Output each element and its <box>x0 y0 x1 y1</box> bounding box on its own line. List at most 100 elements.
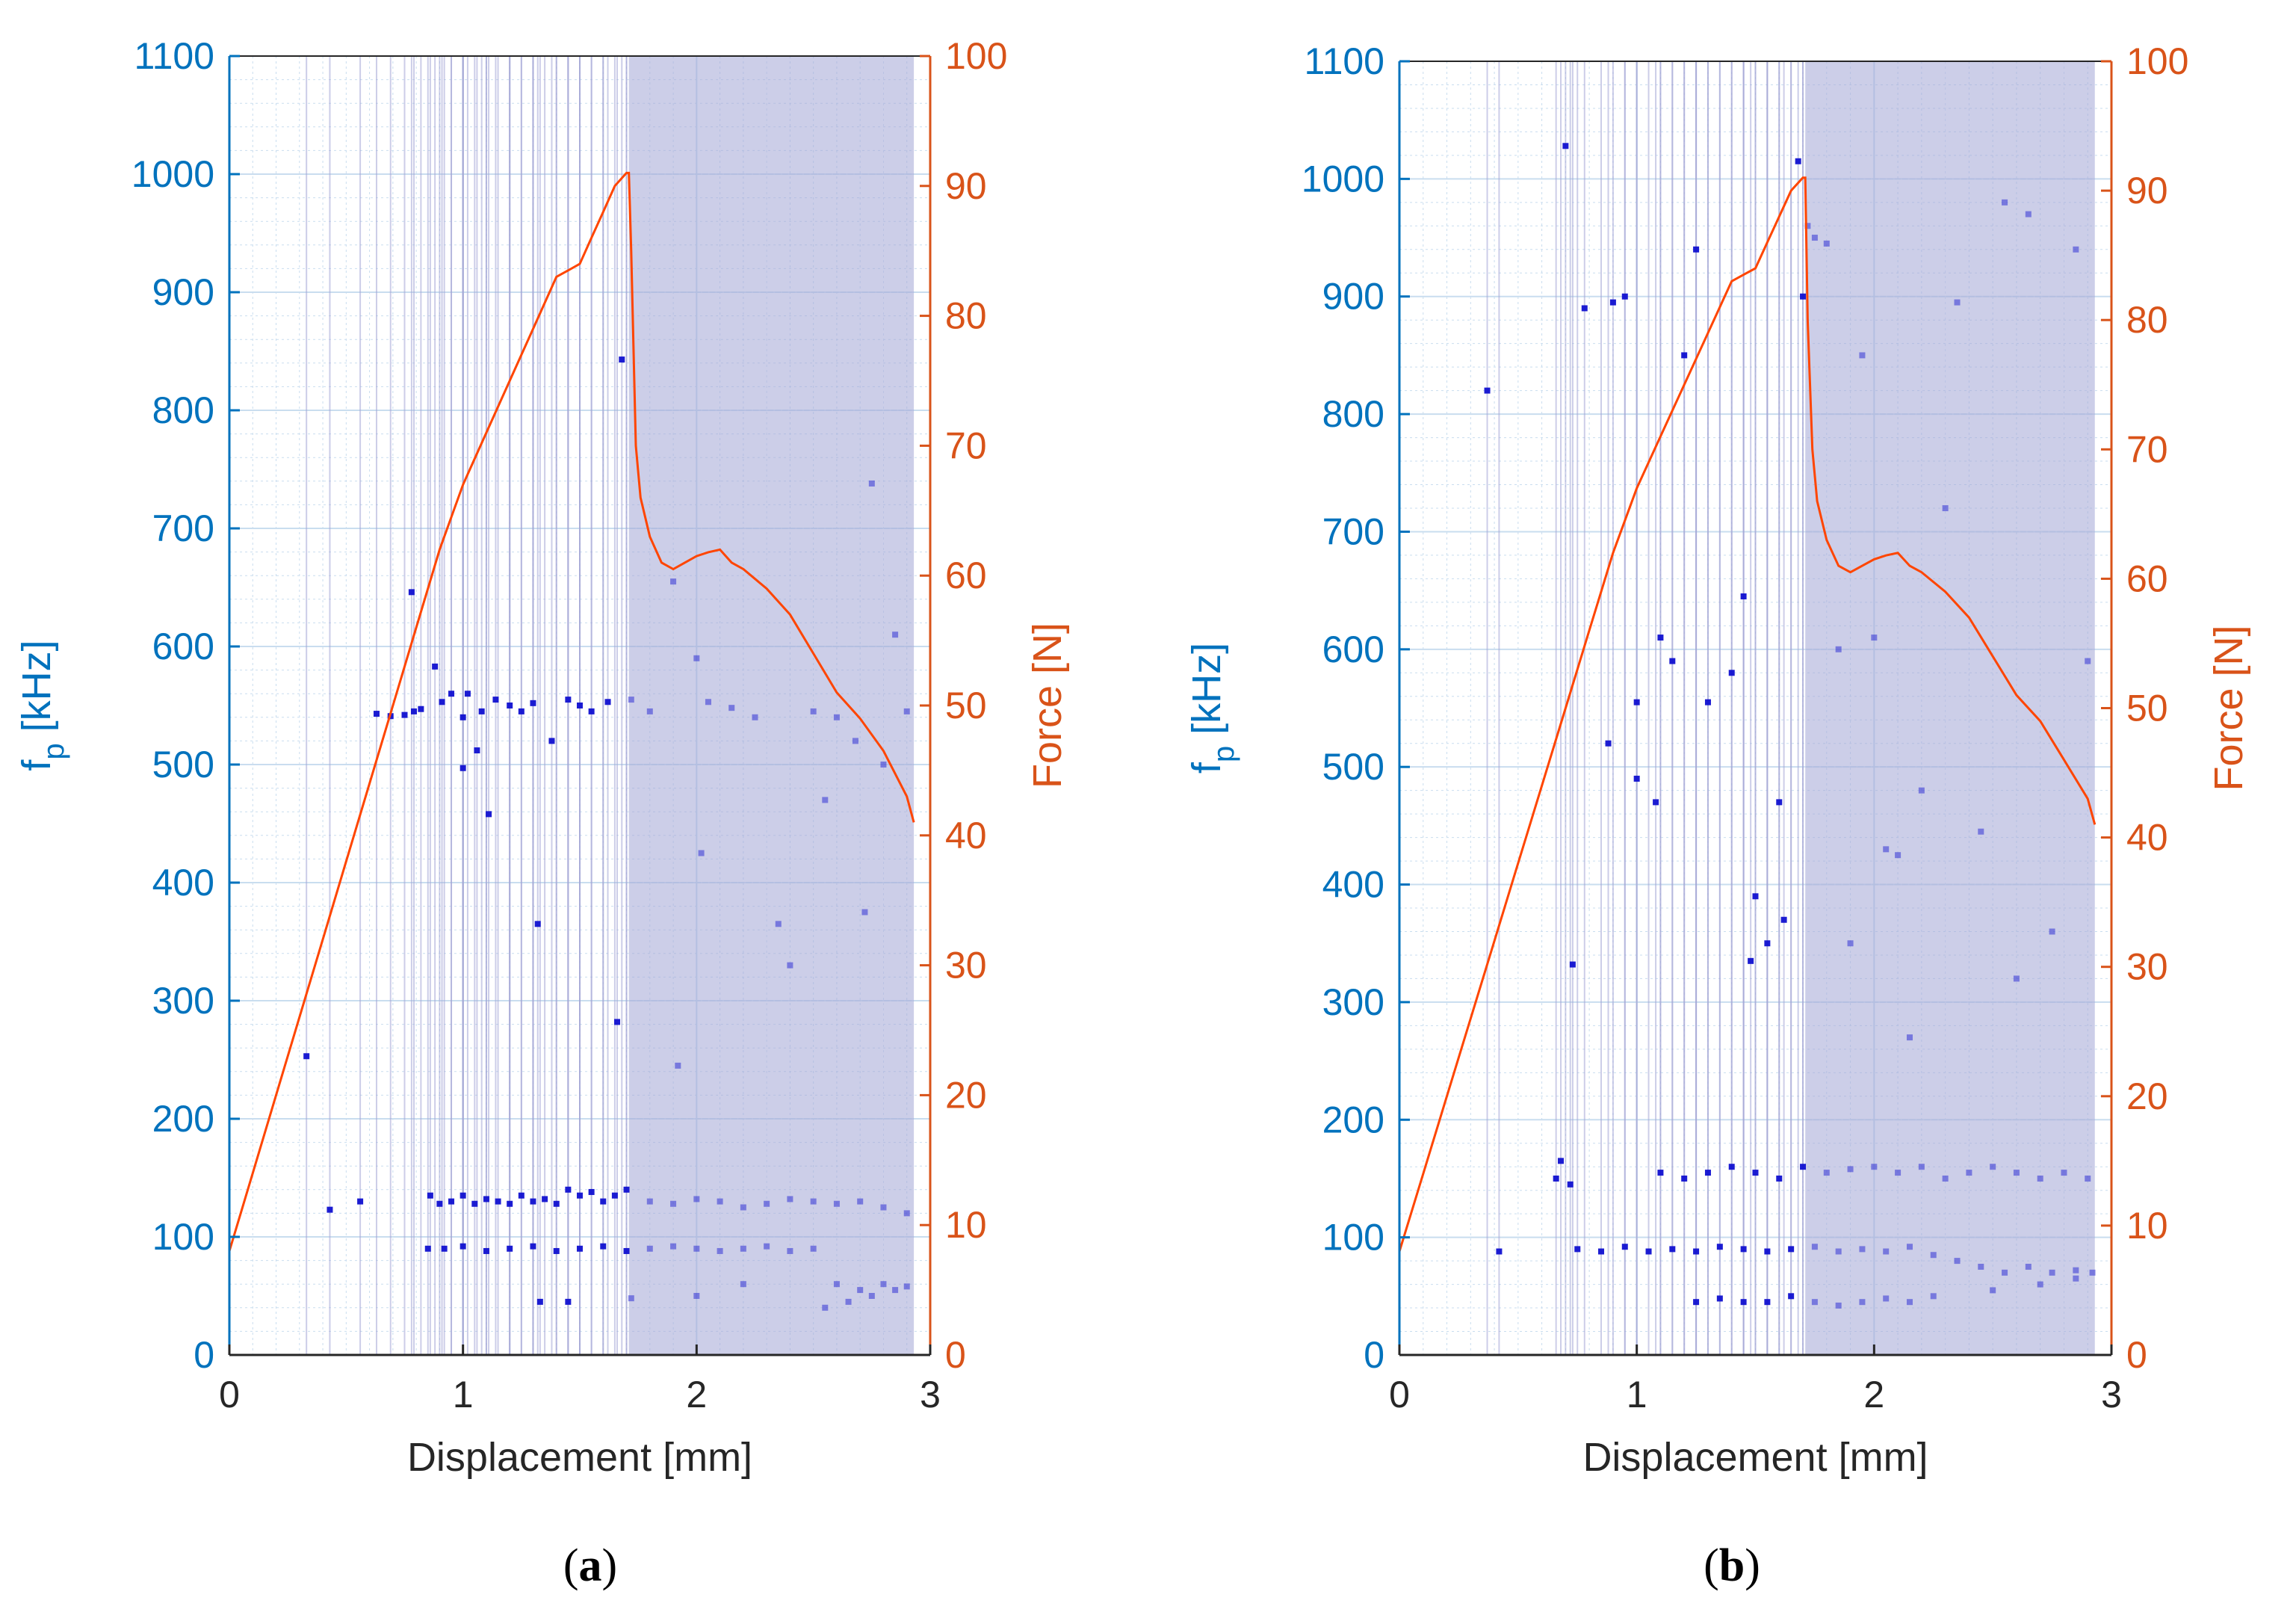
left-tick-label: 100 <box>152 1216 214 1258</box>
fp-point <box>1835 1302 1842 1309</box>
fp-point <box>623 1186 630 1193</box>
fp-point <box>2013 1170 2020 1176</box>
fp-point <box>1823 240 1830 247</box>
fp-point <box>1633 699 1640 706</box>
fp-point <box>1835 1248 1842 1255</box>
right-tick-label: 0 <box>945 1334 966 1376</box>
fp-point <box>600 1243 607 1250</box>
right-tick-label: 40 <box>945 815 987 856</box>
panel-label: (b) <box>1704 1540 1760 1591</box>
fp-point <box>2025 211 2032 217</box>
fp-point <box>628 1295 634 1302</box>
fp-point <box>553 1200 560 1207</box>
fp-point <box>408 589 415 596</box>
x-tick-label: 1 <box>453 1374 474 1415</box>
fp-point <box>604 699 611 706</box>
fp-point <box>1918 787 1925 794</box>
fp-point <box>2025 1263 2032 1270</box>
fp-point <box>536 1298 543 1305</box>
fp-point <box>1788 1293 1795 1300</box>
fp-point <box>2049 928 2055 935</box>
fp-point <box>1598 1248 1605 1255</box>
fp-point <box>534 921 541 927</box>
fp-point <box>752 714 758 720</box>
panel-label-open: ( <box>1704 1540 1719 1591</box>
fp-point <box>2049 1269 2055 1276</box>
fp-point <box>565 697 572 703</box>
right-tick-label: 50 <box>945 685 987 726</box>
fp-point <box>1496 1248 1503 1255</box>
fp-point <box>833 1281 840 1288</box>
fp-point <box>623 1247 630 1254</box>
fp-point <box>646 1198 653 1205</box>
fp-point <box>507 703 513 708</box>
fp-point <box>1859 1299 1866 1306</box>
fp-point <box>1978 1263 1984 1270</box>
left-tick-label: 800 <box>1322 393 1384 435</box>
x-tick-label: 3 <box>920 1374 941 1415</box>
fp-point <box>1752 1170 1759 1176</box>
fp-scatter <box>1484 143 2096 1309</box>
left-tick-label: 700 <box>152 507 214 549</box>
right-tick-label: 90 <box>2126 170 2168 212</box>
panel-label-letter: b <box>1719 1540 1745 1591</box>
fp-point <box>2073 246 2079 253</box>
fp-point <box>1740 1299 1747 1306</box>
fp-point <box>717 1247 723 1254</box>
left-axis-label-unit: [kHz] <box>14 640 59 743</box>
fp-point <box>1990 1287 1996 1294</box>
fp-point <box>518 708 525 714</box>
left-tick-label: 1000 <box>1302 158 1384 200</box>
x-axis-label: Displacement [mm] <box>1582 1435 1928 1480</box>
left-axis-label: fp [kHz] <box>14 640 70 771</box>
left-tick-label: 0 <box>1364 1334 1384 1376</box>
fp-point <box>565 1298 572 1305</box>
fp-point <box>1978 828 1984 835</box>
fp-point <box>542 1196 548 1202</box>
fp-point <box>857 1287 864 1294</box>
fp-point <box>670 1243 677 1250</box>
fp-point <box>1740 593 1747 600</box>
fp-point <box>448 1198 455 1205</box>
panel-label: (a) <box>563 1540 617 1591</box>
fp-point <box>1669 1246 1676 1253</box>
left-tick-label: 1100 <box>134 35 214 77</box>
fp-point <box>1569 961 1576 968</box>
fp-point <box>1716 1295 1723 1302</box>
force-line <box>228 171 915 1252</box>
fp-point <box>1788 1246 1795 1253</box>
fp-point <box>478 708 485 714</box>
fp-point <box>1811 235 1818 241</box>
fp-point <box>1728 1164 1735 1170</box>
fp-point <box>436 1200 443 1207</box>
fp-point <box>1633 775 1640 782</box>
right-tick-label: 100 <box>945 35 1007 77</box>
fp-point <box>892 1287 899 1294</box>
fp-point <box>1906 1244 1913 1250</box>
fp-point <box>427 1192 433 1199</box>
dense-event-band <box>1805 61 2095 1355</box>
fp-point <box>868 480 875 487</box>
fp-point <box>880 762 887 768</box>
fp-point <box>903 1283 910 1290</box>
fp-point <box>670 1200 677 1207</box>
fp-point <box>880 1281 887 1288</box>
fp-point <box>861 909 868 916</box>
fp-point <box>868 1293 875 1299</box>
fp-point <box>474 747 480 754</box>
fp-point <box>2013 975 2020 982</box>
fp-point <box>1657 635 1664 641</box>
fp-point <box>764 1243 770 1250</box>
fp-point <box>1764 940 1771 947</box>
fp-point <box>1966 1170 1972 1176</box>
fp-point <box>486 811 492 818</box>
fp-point <box>1693 1299 1700 1306</box>
fp-point <box>852 738 858 744</box>
fp-point <box>2037 1175 2043 1182</box>
fp-point <box>1704 699 1711 706</box>
panel-label-open: ( <box>563 1540 579 1591</box>
fp-point <box>2002 199 2008 206</box>
left-tick-label: 500 <box>1322 746 1384 788</box>
fp-point <box>2085 1175 2091 1182</box>
fp-point <box>1895 1170 1902 1176</box>
